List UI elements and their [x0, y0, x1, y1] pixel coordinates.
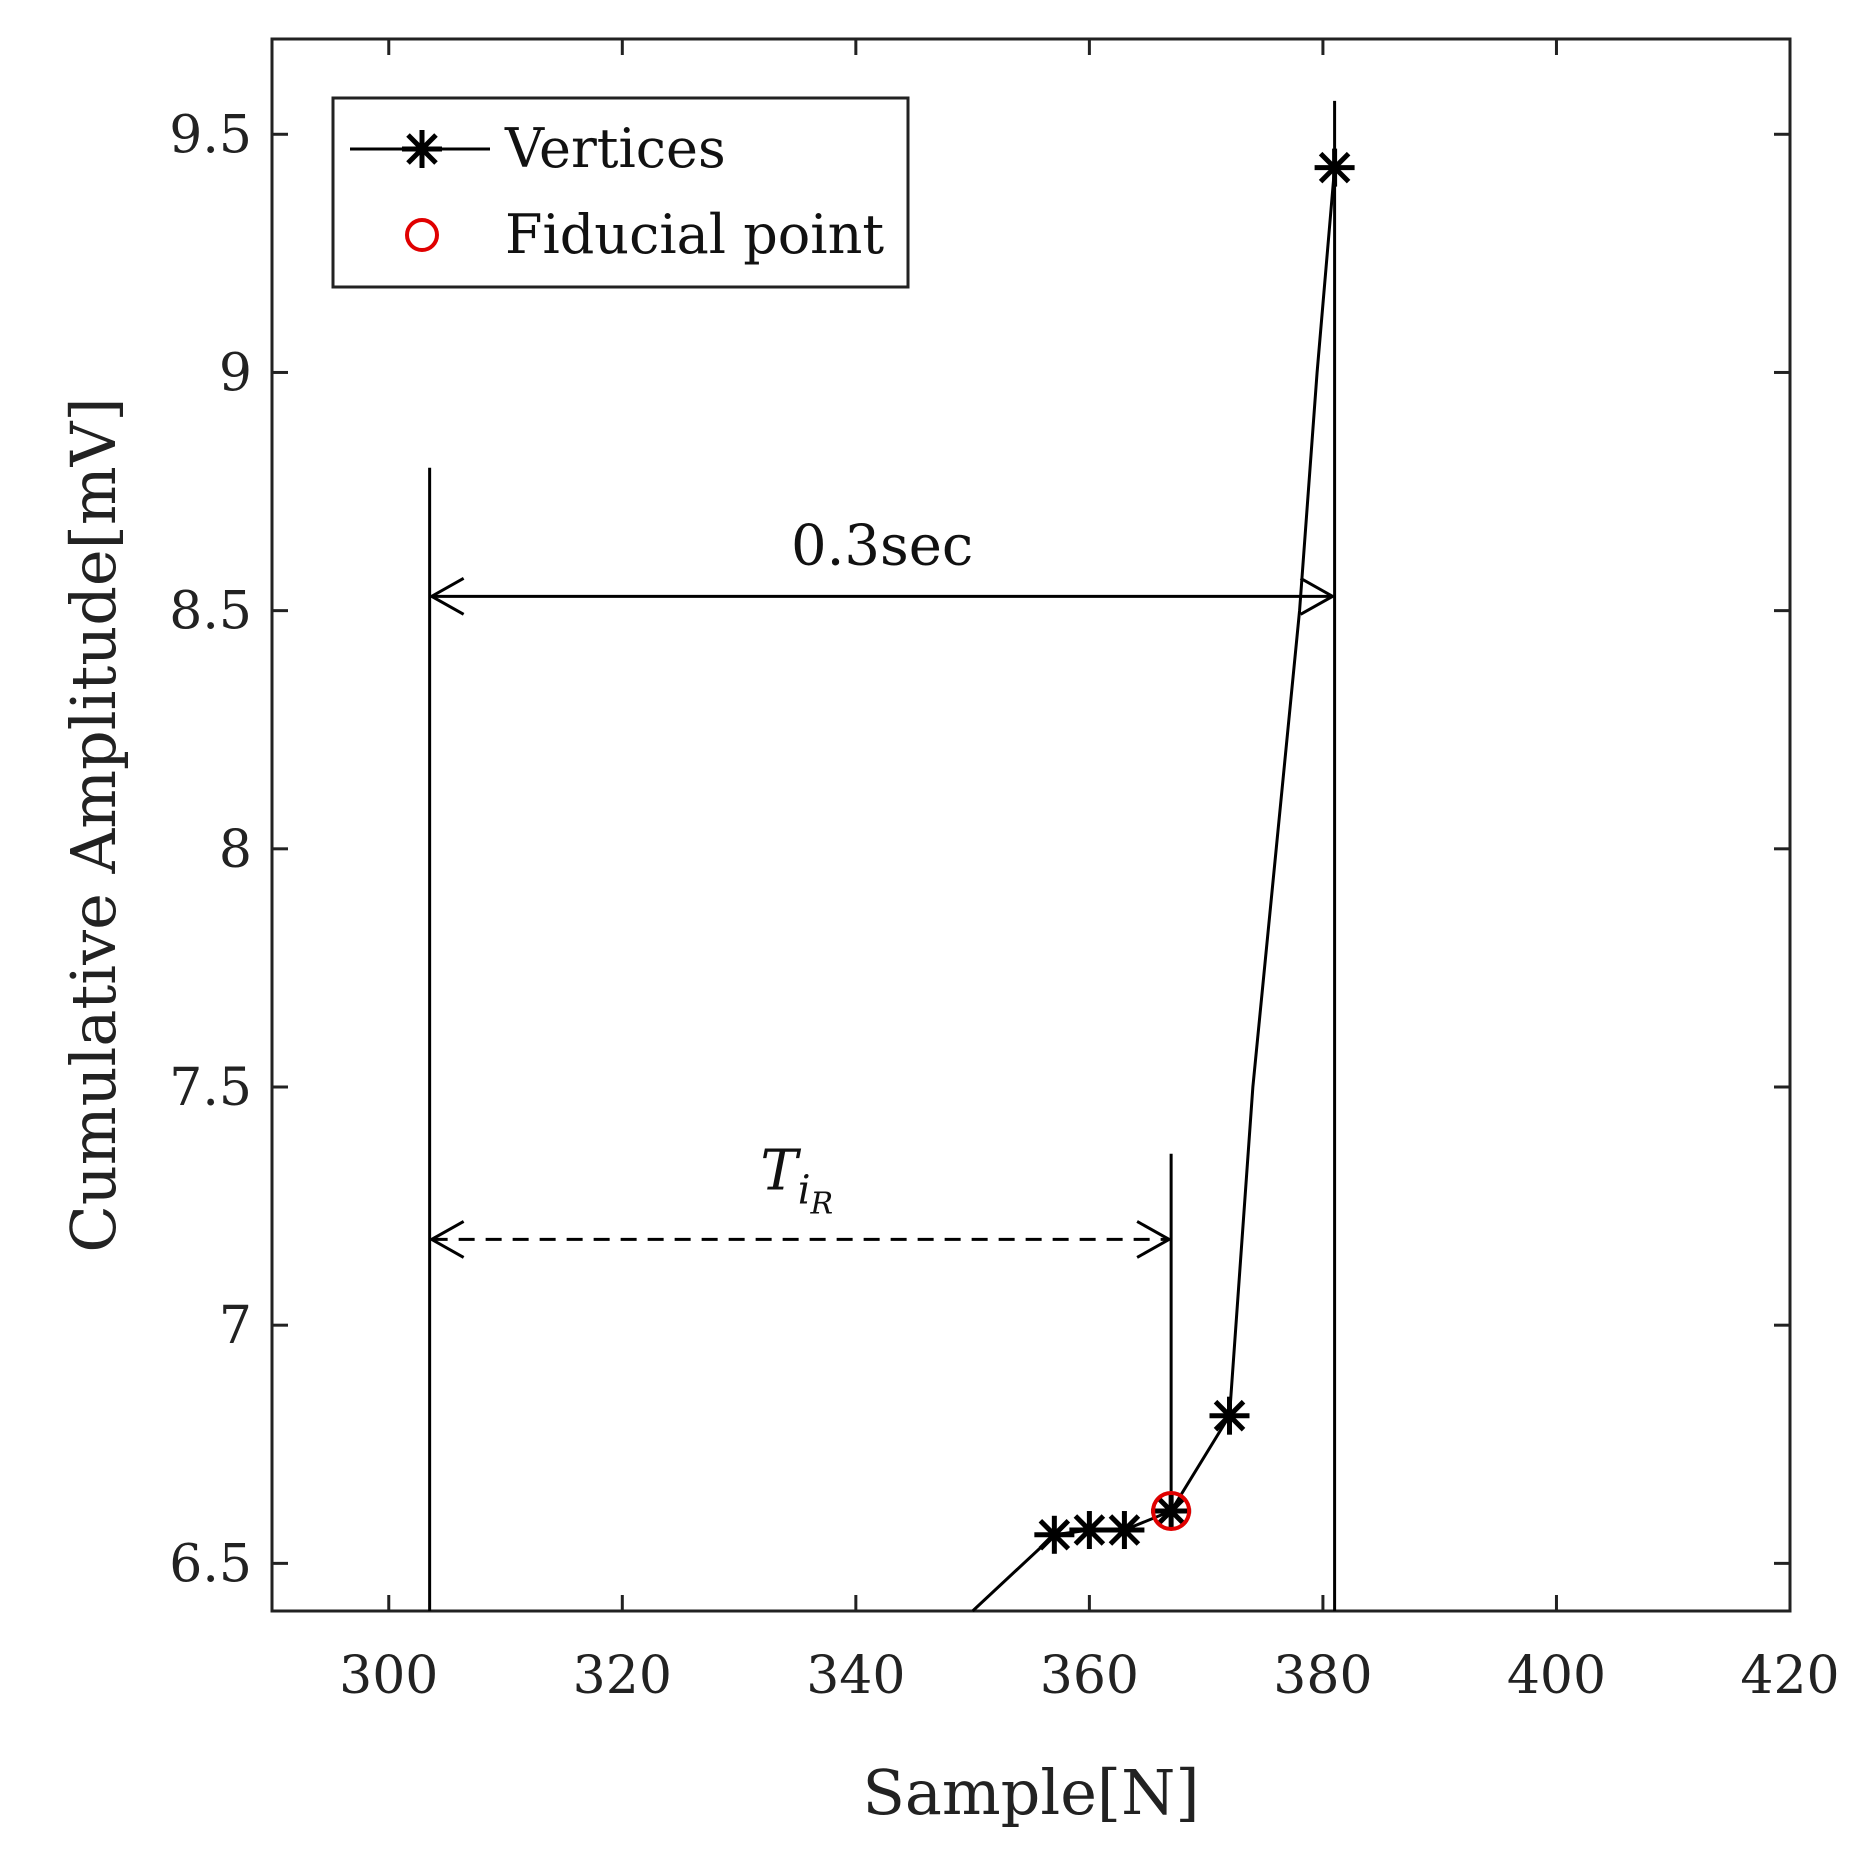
y-tick-label: 8.5: [169, 582, 252, 642]
arrow-head: [428, 1220, 465, 1259]
y-tick-label: 8: [219, 820, 252, 880]
legend-fiducial-label: Fiducial point: [505, 203, 884, 266]
fiducial-point-marker: [1151, 1490, 1192, 1531]
arrow-head: [1136, 1220, 1173, 1259]
y-axis-title: Cumulative Amplitude[mV]: [57, 397, 130, 1252]
arrow-head: [428, 577, 465, 616]
t-ir-sub: i: [798, 1167, 811, 1213]
x-tick-label: 300: [339, 1646, 438, 1706]
t-ir-main: T: [760, 1138, 801, 1203]
vertex-marker: [1034, 1515, 1075, 1554]
annotations: 0.3sec TiR: [428, 513, 1336, 1259]
vertex-marker: [1314, 148, 1355, 187]
t-ir-label: TiR: [760, 1138, 833, 1221]
legend-vertices-label: Vertices: [504, 117, 726, 180]
series-layer: [971, 148, 1355, 1613]
legend-fiducial-marker: [405, 218, 439, 252]
vertex-marker: [1104, 1511, 1145, 1550]
y-tick-label: 9.5: [169, 105, 252, 165]
vertical-marker-lines: [428, 100, 1337, 1611]
x-axis-title: Sample[N]: [862, 1756, 1199, 1829]
arrow-head: [1299, 577, 1336, 616]
t-ir-subsub: R: [810, 1186, 834, 1221]
legend-asterisk: [402, 130, 442, 168]
vertex-marker: [1209, 1396, 1250, 1435]
x-tick-label: 360: [1040, 1646, 1139, 1706]
y-tick-label: 9: [219, 343, 252, 403]
x-tick-label: 380: [1273, 1646, 1372, 1706]
y-tick-label: 6.5: [169, 1534, 252, 1594]
y-tick-label: 7: [219, 1296, 252, 1356]
x-tick-label: 340: [806, 1646, 905, 1706]
x-tick-label: 420: [1740, 1646, 1839, 1706]
x-tick-label: 400: [1507, 1646, 1606, 1706]
vertex-marker: [1151, 1491, 1192, 1530]
x-tick-label: 320: [573, 1646, 672, 1706]
legend: Vertices Fiducial point: [331, 96, 910, 289]
vertex-marker: [1069, 1511, 1110, 1550]
legend-vertices-marker: [402, 130, 442, 168]
y-axis: 6.5 7 7.5 8 8.5 9 9.5: [169, 105, 1790, 1594]
x-axis: 300 320 340 360 380 400 420: [339, 39, 1840, 1706]
plot-area: [270, 37, 1792, 1613]
y-tick-label: 7.5: [169, 1058, 252, 1118]
legend-box: [331, 96, 910, 289]
duration-label: 0.3sec: [791, 513, 973, 578]
